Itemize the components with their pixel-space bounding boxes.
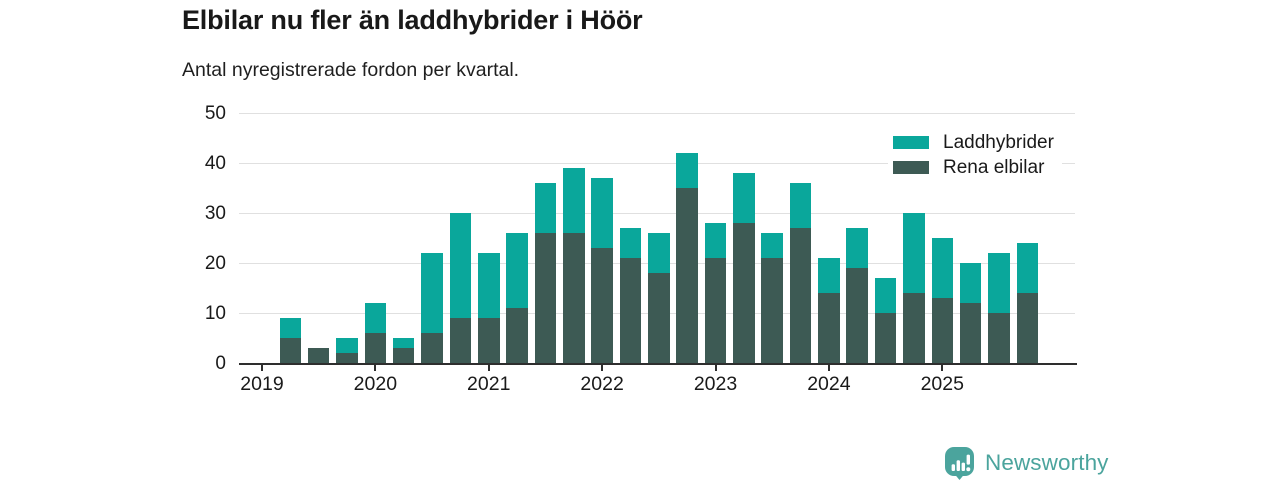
bar-segment-laddhybrider: [903, 213, 925, 293]
newsworthy-logo: Newsworthy: [944, 446, 1109, 480]
bar-segment-rena-elbilar: [307, 348, 330, 363]
bar-segment-laddhybrider: [846, 228, 868, 268]
x-axis-year-label: 2019: [240, 373, 284, 395]
bar-segment-rena-elbilar: [733, 223, 755, 363]
bar-segment-rena-elbilar: [818, 293, 840, 363]
bar-segment-laddhybrider: [279, 318, 302, 338]
bar-segment-rena-elbilar: [364, 333, 387, 363]
legend-item: Rena elbilar: [893, 155, 1054, 180]
bar-segment-laddhybrider: [1016, 243, 1039, 293]
x-axis-tick: [827, 365, 830, 371]
bar-segment-rena-elbilar: [449, 318, 472, 363]
bar-segment-laddhybrider: [449, 213, 472, 318]
x-axis-tick: [714, 365, 717, 371]
bar-segment-laddhybrider: [959, 263, 982, 303]
bar-segment-laddhybrider: [506, 233, 528, 308]
y-axis-tick-label: 50: [204, 103, 226, 124]
bar-segment-laddhybrider: [988, 253, 1010, 313]
legend-label: Laddhybrider: [943, 131, 1054, 153]
bar-segment-laddhybrider: [761, 233, 783, 258]
bar-segment-laddhybrider: [534, 183, 557, 233]
x-axis-tick: [941, 365, 944, 371]
bar-segment-rena-elbilar: [846, 268, 868, 363]
bar-segment-rena-elbilar: [704, 258, 727, 363]
bar-segment-laddhybrider: [704, 223, 727, 258]
bar-segment-rena-elbilar: [959, 303, 982, 363]
legend-swatch-icon: [893, 161, 929, 174]
bar-segment-laddhybrider: [733, 173, 755, 223]
bar-segment-laddhybrider: [789, 183, 812, 228]
chart-legend: Laddhybrider Rena elbilar: [888, 126, 1062, 184]
x-axis-year-label: 2024: [807, 373, 851, 395]
x-axis-year-label: 2023: [693, 373, 738, 395]
bar-segment-laddhybrider: [364, 303, 387, 333]
bar-segment-rena-elbilar: [392, 348, 415, 363]
bar-segment-laddhybrider: [591, 178, 613, 248]
y-axis-tick-label: 10: [204, 303, 226, 324]
chart-subtitle: Antal nyregistrerade fordon per kvartal.: [182, 59, 520, 81]
bar-segment-rena-elbilar: [563, 233, 585, 363]
bar-segment-rena-elbilar: [761, 258, 783, 363]
bar-segment-rena-elbilar: [789, 228, 812, 363]
y-axis-tick-label: 30: [204, 203, 226, 224]
legend-swatch-icon: [893, 136, 929, 149]
bar-segment-laddhybrider: [478, 253, 500, 318]
bar-segment-rena-elbilar: [478, 318, 500, 363]
bar-segment-rena-elbilar: [874, 313, 897, 363]
legend-item: Laddhybrider: [893, 130, 1054, 155]
bar-segment-laddhybrider: [931, 238, 954, 298]
bar-segment-rena-elbilar: [591, 248, 613, 363]
bar-segment-laddhybrider: [392, 338, 415, 348]
x-axis-tick: [261, 365, 263, 371]
bar-segment-rena-elbilar: [931, 298, 954, 363]
bar-segment-rena-elbilar: [903, 293, 925, 363]
bar-segment-rena-elbilar: [648, 273, 670, 363]
newsworthy-badge-bar-chart-icon: [944, 446, 976, 480]
newsworthy-wordmark: Newsworthy: [985, 450, 1109, 475]
bar-segment-rena-elbilar: [336, 353, 358, 363]
bar-segment-laddhybrider: [648, 233, 670, 273]
legend-label: Rena elbilar: [943, 156, 1045, 178]
chart-title: Elbilar nu fler än laddhybrider i Höör: [182, 5, 643, 35]
x-axis-year-label: 2022: [580, 373, 624, 395]
gridline-y-40: [239, 163, 1075, 164]
bar-segment-laddhybrider: [421, 253, 443, 333]
bar-segment-rena-elbilar: [988, 313, 1010, 363]
gridline-y-50: [239, 113, 1075, 114]
x-axis-tick: [487, 365, 490, 371]
bar-segment-rena-elbilar: [534, 233, 557, 363]
y-axis-tick-label: 20: [204, 253, 226, 274]
bar-segment-laddhybrider: [563, 168, 585, 233]
y-axis-tick-label: 40: [204, 153, 226, 174]
x-axis-line: [239, 363, 1077, 365]
x-axis-year-label: 2025: [920, 373, 964, 395]
bar-segment-rena-elbilar: [506, 308, 528, 363]
x-axis-year-label: 2020: [353, 373, 398, 395]
x-axis-year-label: 2021: [467, 373, 511, 395]
bar-segment-rena-elbilar: [676, 188, 698, 363]
bar-segment-laddhybrider: [676, 153, 698, 188]
y-axis-tick-label: 0: [215, 353, 226, 374]
gridline-y-30: [239, 213, 1075, 214]
x-axis-tick: [374, 365, 377, 371]
bar-segment-laddhybrider: [336, 338, 358, 353]
bar-segment-rena-elbilar: [619, 258, 642, 363]
bar-segment-rena-elbilar: [279, 338, 302, 363]
bar-segment-laddhybrider: [874, 278, 897, 313]
x-axis-tick: [601, 365, 604, 371]
bar-segment-laddhybrider: [818, 258, 840, 293]
bar-segment-rena-elbilar: [421, 333, 443, 363]
bar-segment-laddhybrider: [619, 228, 642, 258]
bar-segment-rena-elbilar: [1016, 293, 1039, 363]
